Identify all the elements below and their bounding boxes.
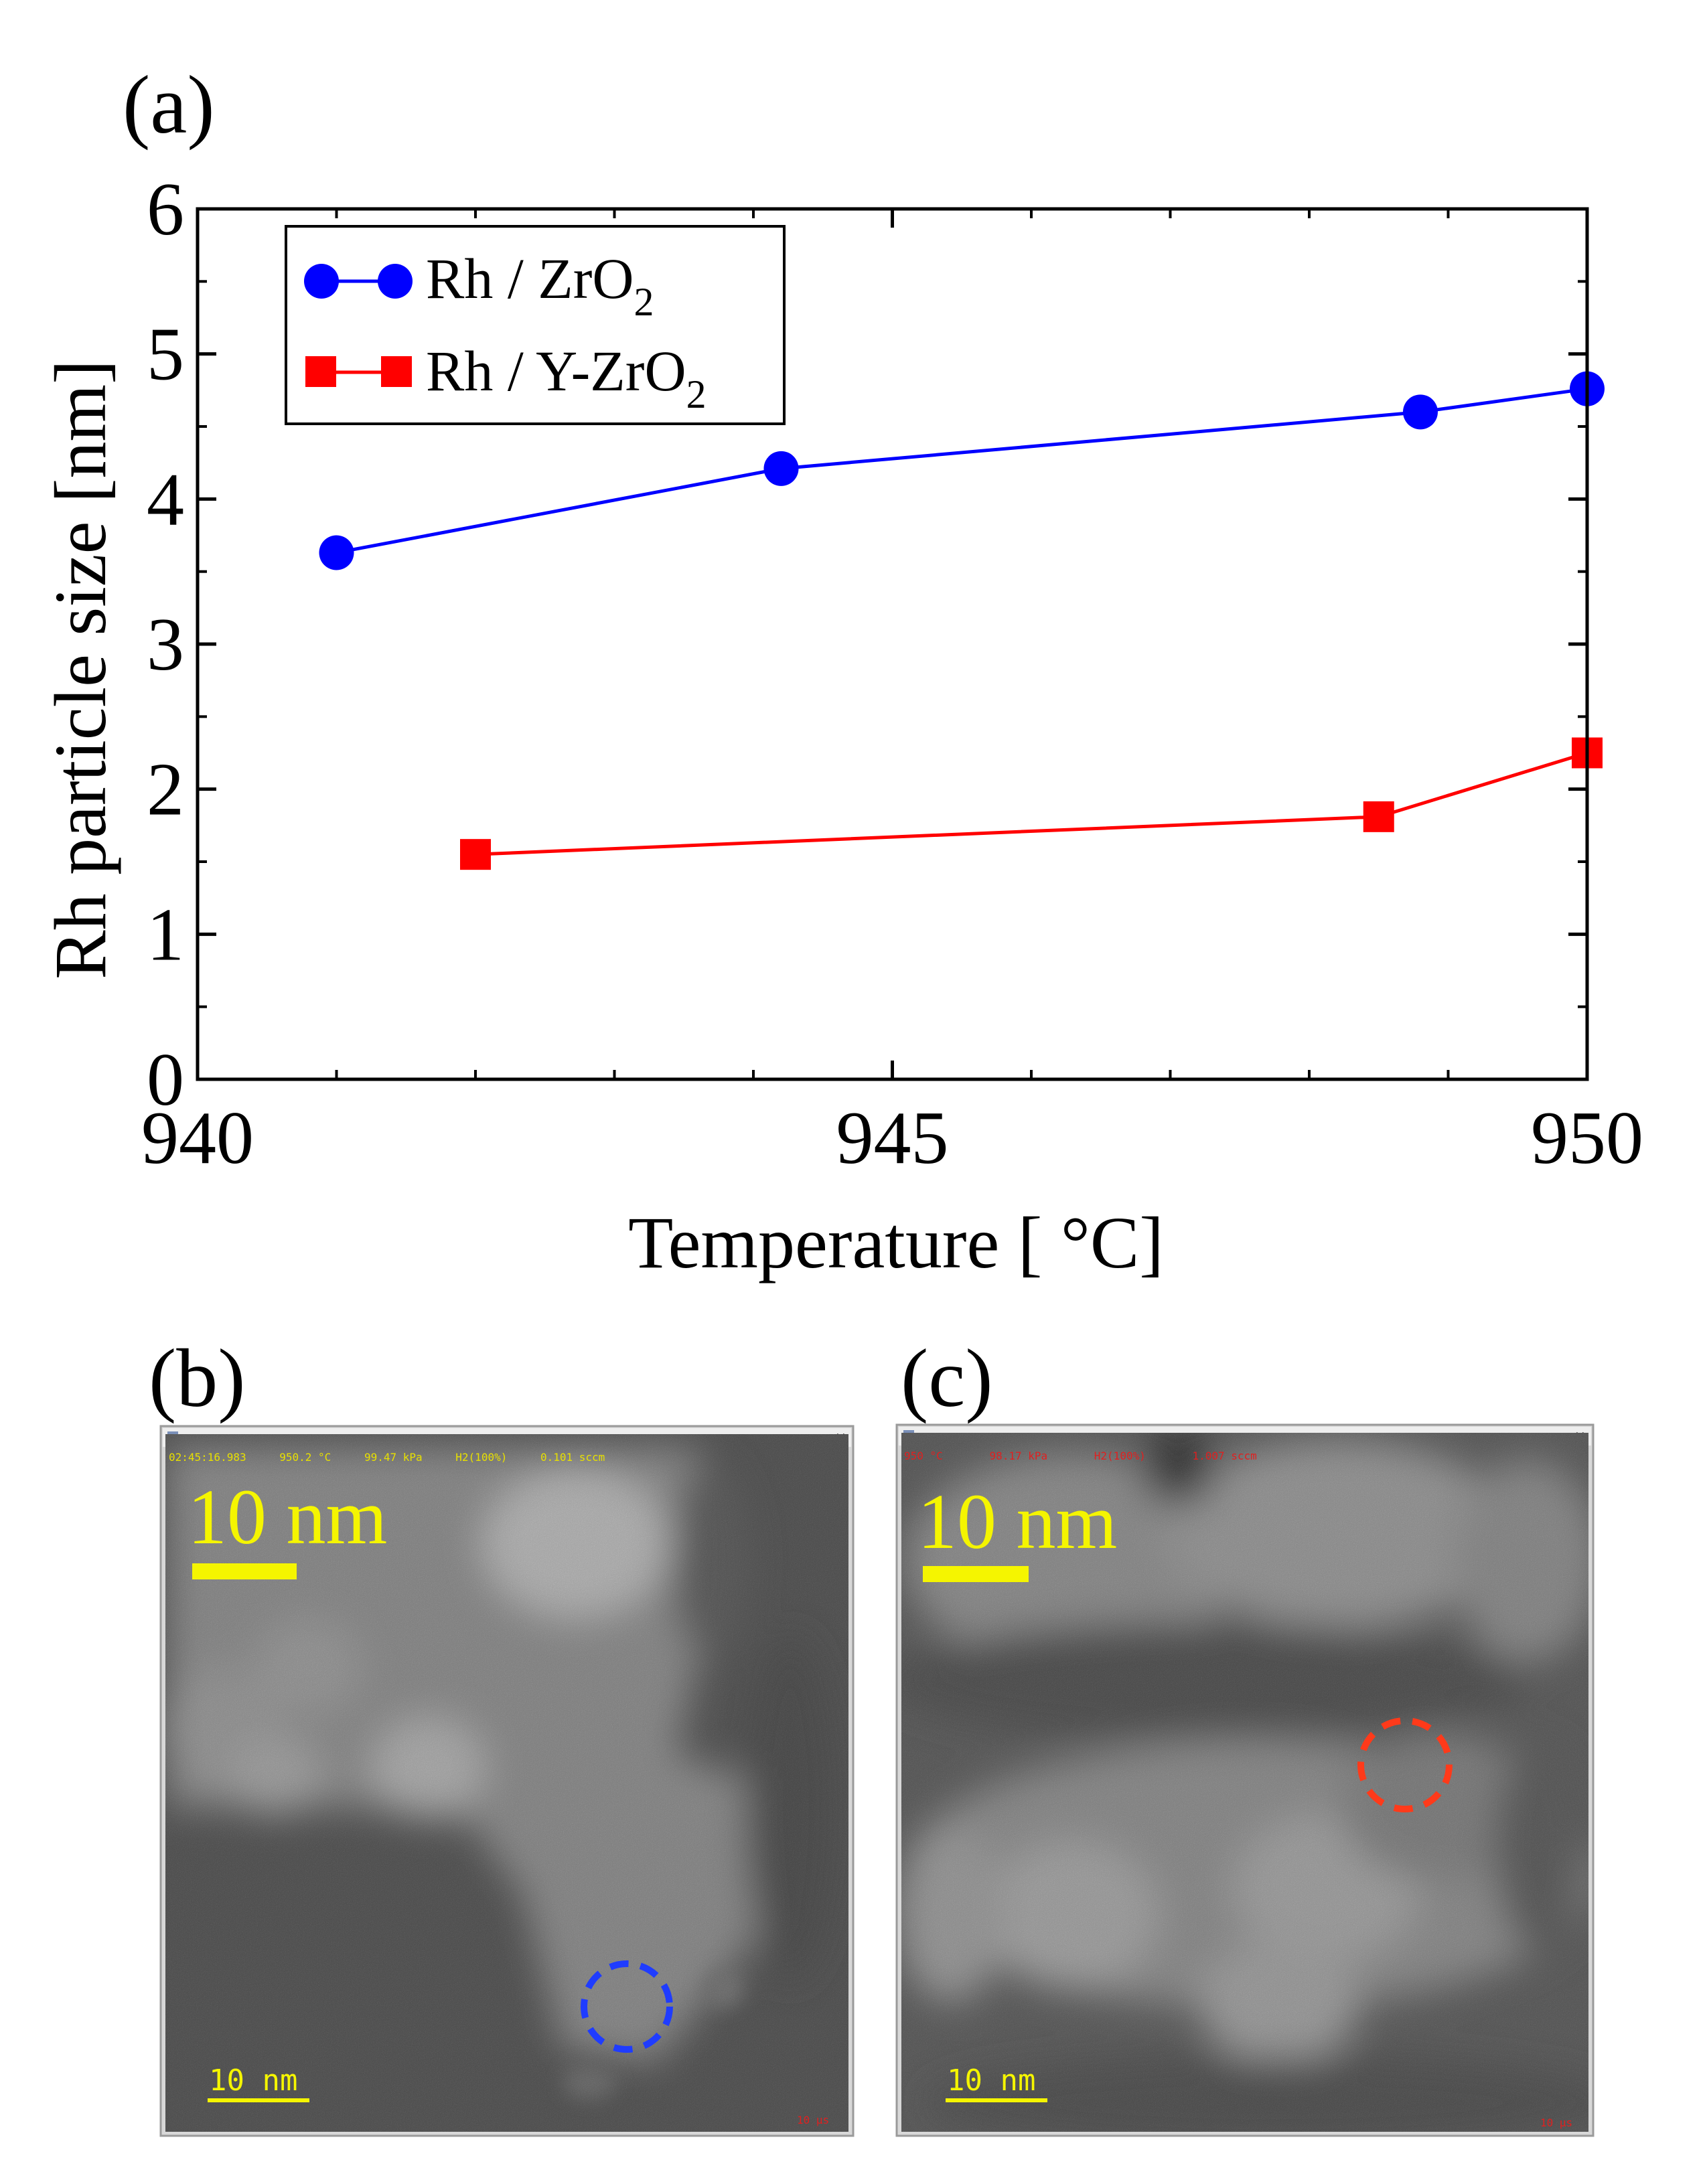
- scale-label-large-b: 10 nm: [188, 1473, 387, 1561]
- status-pressure: 98.17 kPa: [989, 1450, 1047, 1462]
- x-tick-label: 945: [836, 1097, 949, 1180]
- y-axis-label: Rh particle size [nm]: [40, 360, 121, 980]
- series-markers: [319, 371, 1605, 870]
- legend-marker-rh-zro2-right: [378, 264, 413, 299]
- highlight-circle-b: [581, 1960, 673, 2053]
- status-gas: H2(100%): [455, 1451, 507, 1464]
- panel-b-label: (b): [149, 1332, 246, 1424]
- scale-bar-large-b: [192, 1563, 297, 1579]
- legend-box: [285, 225, 786, 425]
- corner-text-c: 10 μs: [1540, 2116, 1572, 2129]
- svg-text:02:45:16.983 950.2 °C: 02:45:16.983 950.2 °C 99.47 kPa H2(100%)…: [169, 1451, 605, 1464]
- svg-text:950 °C 98.17 kPa H: 950 °C 98.17 kPa H2(100%) 1.007 sccm: [904, 1450, 1257, 1462]
- legend: Rh / ZrO2 Rh / Y-ZrO2: [285, 225, 786, 425]
- svg-text:Rh / ZrO2: Rh / ZrO2: [426, 246, 654, 324]
- data-point-1-1: [1363, 801, 1394, 832]
- corner-text-b: 10 μs: [797, 2114, 829, 2126]
- panel-c-label: (c): [901, 1332, 993, 1424]
- status-flow: 0.101 sccm: [540, 1451, 605, 1464]
- legend-entry-rh-zro2: Rh / ZrO2: [304, 246, 654, 324]
- status-pressure: 99.47 kPa: [364, 1451, 423, 1464]
- data-point-1-0: [460, 839, 491, 870]
- status-temperature: 950.2 °C: [279, 1451, 331, 1464]
- scale-bar-small-c: [946, 2098, 1047, 2102]
- y-tick-label: 3: [147, 603, 184, 686]
- y-tick-label: 0: [147, 1038, 184, 1121]
- status-time: 02:45:16.983: [169, 1451, 246, 1464]
- legend-label-rh-zro2-sub: 2: [634, 280, 654, 324]
- x-tick-label: 950: [1531, 1097, 1643, 1180]
- data-point-0-0: [319, 535, 354, 570]
- legend-marker-rh-y-zro2-left: [305, 356, 336, 387]
- y-tick-label: 2: [147, 749, 184, 832]
- legend-entry-rh-y-zro2: Rh / Y-ZrO2: [305, 339, 707, 416]
- series-line-1: [475, 751, 1588, 856]
- scale-bar-small-b: [208, 2098, 309, 2102]
- micrograph-c: – □ ✕ 950 °C 98.17 k: [895, 1423, 1595, 2137]
- scale-label-large-c: 10 nm: [917, 1478, 1117, 1565]
- plot-frame: [196, 207, 1589, 1081]
- y-tick-label: 4: [147, 458, 184, 541]
- legend-marker-rh-y-zro2-right: [381, 356, 412, 387]
- tick-labels: 940 945 950 0 1 2 3 4 5 6: [141, 168, 1643, 1180]
- panel-a-label: (a): [123, 59, 215, 151]
- y-tick-label: 1: [147, 893, 184, 976]
- legend-label-rh-y-zro2-sub: 2: [686, 372, 707, 416]
- legend-label-rh-zro2: Rh / ZrO: [426, 246, 634, 311]
- y-tick-label: 6: [147, 168, 184, 251]
- legend-marker-rh-zro2-left: [304, 264, 339, 299]
- data-point-0-1: [763, 451, 799, 486]
- y-tick-label: 5: [147, 313, 184, 396]
- scale-label-small-b: 10 nm: [209, 2063, 297, 2098]
- x-axis-label: Temperature [ °C]: [628, 1202, 1164, 1283]
- x-tick-label: 940: [141, 1097, 254, 1180]
- particle-size-chart: 940 945 950 0 1 2 3 4 5 6 Temperature [ °C] Rh pa…: [40, 168, 1643, 1283]
- status-gas: H2(100%): [1094, 1450, 1146, 1462]
- scale-bar-large-c: [923, 1566, 1029, 1582]
- series-line-0: [336, 387, 1588, 554]
- series-lines: [336, 387, 1588, 856]
- status-temperature: 950 °C: [904, 1450, 943, 1462]
- legend-label-rh-y-zro2: Rh / Y-ZrO: [426, 339, 686, 403]
- highlight-circle-c: [1357, 1717, 1453, 1812]
- svg-text:Rh / Y-ZrO2: Rh / Y-ZrO2: [426, 339, 707, 416]
- status-flow: 1.007 sccm: [1192, 1450, 1256, 1462]
- micrograph-b: – □ ✕ 02:45:16.983: [159, 1425, 855, 2137]
- scale-label-small-c: 10 nm: [947, 2063, 1035, 2098]
- data-point-0-2: [1403, 394, 1438, 430]
